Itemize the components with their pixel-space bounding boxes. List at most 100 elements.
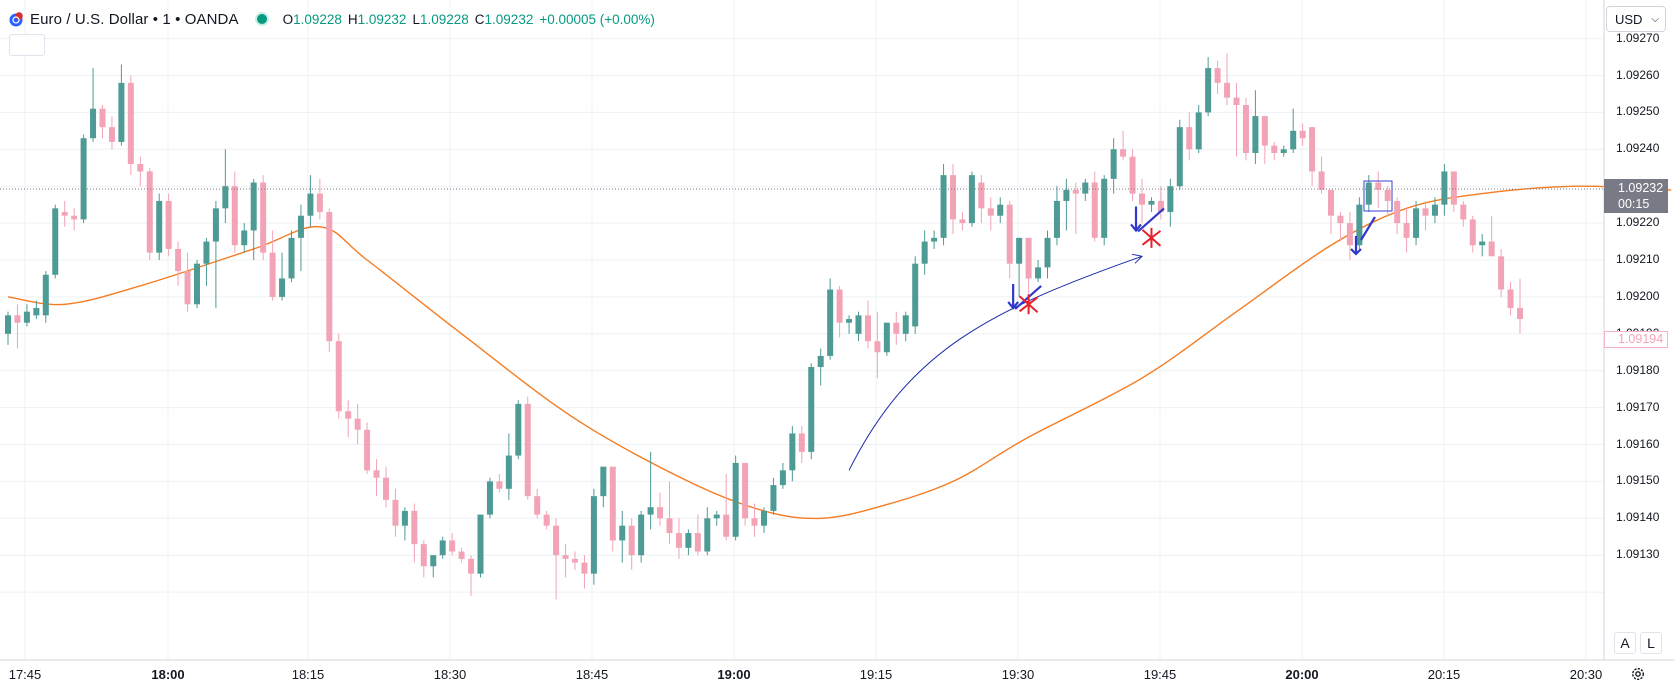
slash-mark xyxy=(1137,207,1165,233)
candle-body xyxy=(647,507,654,515)
price-axis-label: 1.09210 xyxy=(1616,252,1660,266)
curved-arrow-head xyxy=(1131,253,1144,264)
collapse-legend-button[interactable] xyxy=(9,34,45,56)
candle-body xyxy=(23,311,30,323)
candle-body xyxy=(61,212,68,216)
candle-body xyxy=(127,82,134,165)
price-axis-label: 1.09180 xyxy=(1616,362,1660,377)
candle-body xyxy=(1044,237,1051,268)
candlestick-series xyxy=(5,53,1523,600)
candle-body xyxy=(146,171,153,253)
cross-mark-icon xyxy=(1141,227,1162,248)
candle-body xyxy=(118,82,125,142)
candle-body xyxy=(1271,145,1278,153)
candle-body xyxy=(222,186,229,209)
candle-body xyxy=(1328,189,1334,216)
candle-body xyxy=(449,540,456,552)
log-scale-button[interactable]: L xyxy=(1640,632,1662,654)
candle-body xyxy=(694,533,701,552)
candle-body xyxy=(194,263,200,305)
candle-body xyxy=(524,403,531,497)
candle-body xyxy=(1441,171,1448,205)
rectangle-drawing xyxy=(1363,180,1393,212)
candle-body xyxy=(1337,215,1344,224)
candle-body xyxy=(1450,171,1457,205)
candle-body xyxy=(779,470,786,486)
candle-body xyxy=(1082,182,1089,194)
candle-body xyxy=(770,485,777,511)
time-axis-label: 17:45 xyxy=(8,667,42,682)
candle-body xyxy=(231,186,238,246)
candle-body xyxy=(515,403,522,456)
candle-body xyxy=(619,525,626,541)
price-axis-label: 1.09270 xyxy=(1616,30,1660,45)
candle-body xyxy=(543,514,550,526)
candle-body xyxy=(326,212,333,342)
candle-body xyxy=(80,138,87,220)
ma-path xyxy=(7,185,1672,520)
candle-body xyxy=(212,208,219,242)
candle-body xyxy=(1507,289,1514,308)
candle-body xyxy=(1139,193,1145,205)
candle-body xyxy=(1346,223,1353,246)
candle-body xyxy=(1384,189,1391,201)
candle-body xyxy=(940,175,947,238)
candle-body xyxy=(1129,156,1136,194)
candle-body xyxy=(534,496,541,515)
candle-body xyxy=(553,525,560,556)
candle-body xyxy=(288,237,295,279)
candle-body xyxy=(808,367,815,452)
gear-icon[interactable] xyxy=(1630,666,1646,682)
candle-body xyxy=(1110,149,1117,179)
ma-value-badge: 1.09194 xyxy=(1604,331,1668,348)
last-price-badge: 1.09232 00:15 xyxy=(1604,179,1668,213)
candle-body xyxy=(297,215,304,238)
candle-body xyxy=(307,193,314,216)
candle-body xyxy=(675,533,682,548)
candle-body xyxy=(156,200,163,253)
chevron-down-icon: ⌵ xyxy=(1651,13,1659,25)
high-label: H xyxy=(347,11,358,27)
candle-body xyxy=(1261,116,1268,146)
candle-body xyxy=(354,418,361,430)
candle-body xyxy=(383,477,389,500)
candle-body xyxy=(90,108,97,139)
candle-body xyxy=(921,241,928,264)
candle-body xyxy=(742,462,749,519)
candle-body xyxy=(1375,182,1382,190)
candle-body xyxy=(1413,208,1420,238)
candle-body xyxy=(590,496,597,574)
symbol-title[interactable]: Euro / U.S. Dollar • 1 • OANDA xyxy=(30,10,239,28)
candle-body xyxy=(1422,208,1429,216)
candle-body xyxy=(42,274,49,316)
candle-body xyxy=(411,510,418,545)
time-axis-label: 19:15 xyxy=(859,667,893,682)
drawing-annotations xyxy=(848,180,1393,471)
candle-body xyxy=(657,507,664,519)
candle-body xyxy=(874,341,881,353)
close-value: 1.09232 xyxy=(484,11,534,27)
candle-body xyxy=(260,182,267,253)
candle-body xyxy=(666,518,673,534)
auto-scale-button[interactable]: A xyxy=(1614,632,1636,654)
candle-body xyxy=(1025,237,1032,279)
down-arrow-icon xyxy=(1130,206,1142,233)
candle-body xyxy=(505,455,512,489)
candle-body xyxy=(713,514,720,519)
candle-body xyxy=(723,514,730,537)
candle-body xyxy=(1167,186,1174,213)
candle-body xyxy=(269,252,276,297)
candle-body xyxy=(1063,189,1070,201)
candle-body xyxy=(1290,130,1297,150)
candle-body xyxy=(562,555,569,559)
candle-body xyxy=(250,182,257,231)
candle-body xyxy=(1299,130,1306,139)
price-axis-label: 1.09170 xyxy=(1616,399,1660,414)
candle-body xyxy=(1157,200,1164,213)
moving-average-line xyxy=(7,185,1672,520)
currency-select[interactable]: USD ⌵ xyxy=(1606,6,1666,32)
candle-body xyxy=(1365,182,1372,205)
candle-body xyxy=(1356,204,1363,246)
candle-body xyxy=(1035,267,1042,279)
